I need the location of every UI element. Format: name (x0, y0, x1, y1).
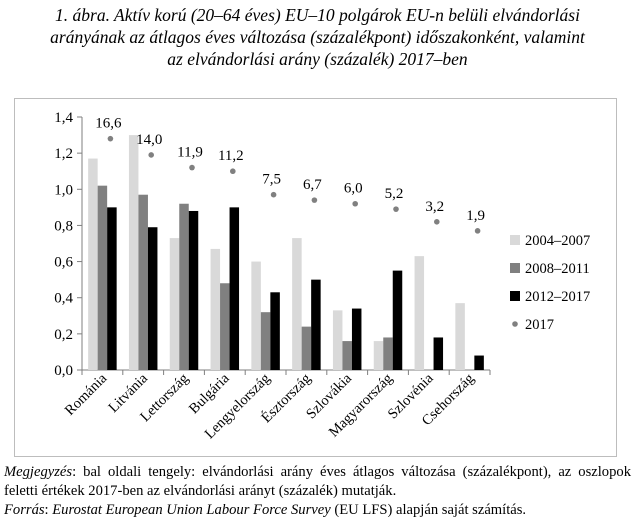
title-line-1: 1. ábra. Aktív korú (20–64 éves) EU–10 p… (55, 5, 580, 25)
marker-value-label: 3,2 (425, 199, 444, 215)
source-label: Forrás (4, 502, 45, 518)
marker-value-label: 16,6 (95, 116, 122, 132)
y-tick-label: 1,4 (54, 110, 73, 126)
legend-swatch (510, 235, 520, 245)
bar-3 (433, 337, 444, 370)
marker-2017 (434, 219, 440, 225)
source-paragraph: Forrás: Eurostat European Union Labour F… (4, 501, 631, 520)
marker-2017 (270, 191, 277, 198)
bar-1 (414, 256, 425, 370)
marker-2017 (393, 206, 399, 212)
bar-1 (210, 248, 221, 370)
title-line-2: arányának az átlagos éves változása (szá… (50, 27, 585, 47)
source-sep: : (44, 502, 53, 518)
marker-2017 (148, 152, 154, 158)
marker-2017 (352, 200, 359, 207)
bar-1 (88, 158, 98, 370)
legend-label: 2008–2011 (525, 261, 590, 277)
legend-swatch (510, 291, 520, 301)
bar-3 (188, 210, 199, 370)
bar-1 (332, 310, 343, 370)
marker-value-label: 11,2 (218, 148, 244, 164)
title-line-3: az elvándorlási arány (százalék) 2017–be… (167, 49, 468, 69)
bar-2 (260, 312, 271, 370)
bar-1 (292, 238, 302, 370)
source-text: (EU LFS) alapján saját számítás. (330, 502, 527, 518)
marker-value-label: 5,2 (385, 186, 404, 202)
bar-3 (270, 292, 280, 370)
bar-1 (251, 261, 261, 370)
marker-value-label: 6,7 (303, 177, 322, 193)
marker-value-label: 6,0 (344, 181, 363, 197)
bar-3 (147, 227, 158, 370)
legend-label: 2017 (525, 317, 554, 333)
note-paragraph: Megjegyzés: bal oldali tengely: elvándor… (4, 463, 631, 501)
marker-2017 (474, 228, 481, 234)
marker-value-label: 7,5 (262, 172, 281, 188)
marker-value-label: 11,9 (177, 145, 203, 161)
bar-3 (392, 270, 403, 370)
chart-frame (14, 98, 617, 457)
bar-3 (107, 207, 117, 370)
bar-2 (342, 341, 352, 370)
legend-label: 2004–2007 (525, 233, 590, 249)
bar-2 (138, 194, 148, 370)
bar-3 (474, 355, 484, 370)
bar-3 (351, 308, 362, 370)
bar-1 (373, 341, 384, 370)
note-text: : bal oldali tengely: elvándorlási arány… (4, 464, 631, 499)
legend-swatch (510, 263, 520, 273)
legend-marker (512, 321, 518, 327)
marker-value-label: 14,0 (136, 132, 162, 148)
y-tick-label: 0,8 (54, 218, 73, 234)
bar-3 (311, 279, 321, 370)
bar-2 (97, 185, 108, 370)
y-tick-label: 0,2 (54, 327, 73, 343)
chart-title: 1. ábra. Aktív korú (20–64 éves) EU–10 p… (0, 4, 635, 70)
y-tick-label: 0,4 (54, 291, 73, 307)
bar-2 (383, 337, 393, 370)
y-tick-label: 0,0 (54, 363, 73, 379)
y-tick-label: 1,0 (54, 182, 73, 198)
bar-2 (220, 283, 230, 370)
bar-2 (301, 326, 312, 370)
y-tick-label: 1,2 (54, 146, 73, 162)
bar-chart: 0,00,20,40,60,81,01,21,4RomániaLitvániaL… (54, 110, 590, 442)
marker-2017 (230, 168, 236, 175)
bar-3 (229, 207, 240, 370)
bar-1 (455, 303, 465, 370)
marker-2017 (107, 135, 114, 142)
marker-value-label: 1,9 (466, 208, 485, 224)
bar-1 (128, 135, 139, 370)
chart-notes: Megjegyzés: bal oldali tengely: elvándor… (4, 463, 631, 520)
note-label: Megjegyzés (4, 464, 73, 480)
bar-1 (169, 238, 180, 370)
legend-label: 2012–2017 (525, 289, 590, 305)
marker-2017 (311, 197, 318, 203)
marker-2017 (189, 164, 195, 171)
bar-2 (179, 203, 189, 370)
y-tick-label: 0,6 (54, 255, 73, 271)
source-italic: Eurostat European Union Labour Force Sur… (52, 502, 331, 518)
